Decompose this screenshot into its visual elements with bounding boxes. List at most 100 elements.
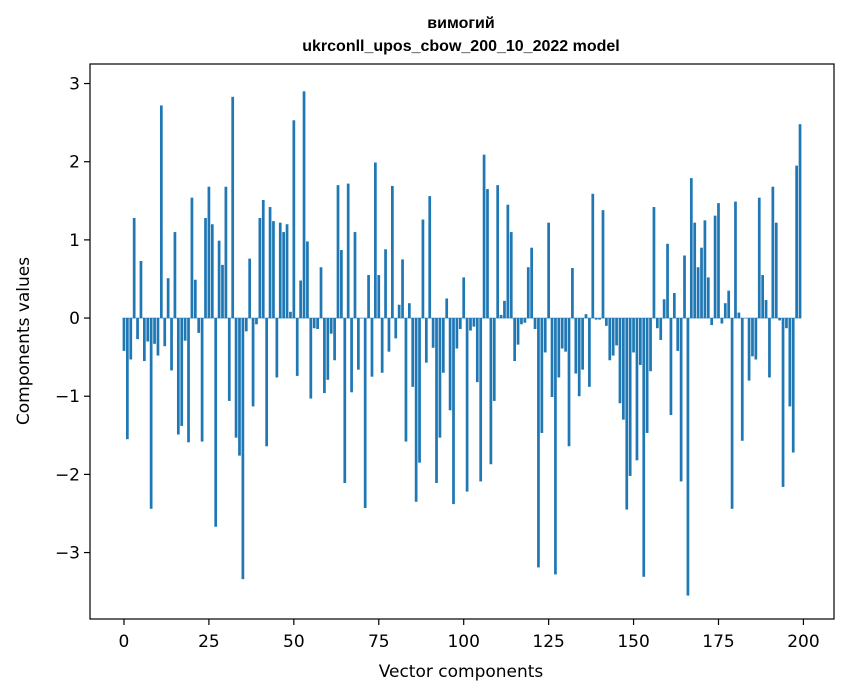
bar-193 <box>778 318 781 321</box>
bar-14 <box>170 318 173 371</box>
bar-59 <box>323 318 326 394</box>
bar-69 <box>357 318 360 370</box>
bar-147 <box>622 318 625 420</box>
bar-128 <box>557 318 561 378</box>
bar-79 <box>391 185 394 319</box>
bar-4 <box>136 318 139 340</box>
bar-195 <box>785 318 788 329</box>
bar-83 <box>404 318 408 442</box>
bar-168 <box>693 222 697 319</box>
bar-153 <box>642 318 646 577</box>
bar-174 <box>713 215 717 319</box>
bar-89 <box>424 318 428 363</box>
bar-101 <box>465 318 469 492</box>
bar-24 <box>204 217 207 319</box>
bar-176 <box>720 318 724 324</box>
bar-119 <box>526 267 530 319</box>
bar-53 <box>302 91 306 319</box>
bar-8 <box>149 318 153 509</box>
bar-52 <box>299 280 302 319</box>
bar-111 <box>499 314 503 319</box>
bar-154 <box>645 318 649 433</box>
bar-86 <box>414 318 418 502</box>
bar-140 <box>598 318 601 320</box>
bar-84 <box>407 303 411 319</box>
bar-150 <box>632 318 635 353</box>
bar-149 <box>628 318 632 476</box>
y-tick-label--2: −2 <box>55 465 80 485</box>
bar-72 <box>367 275 370 319</box>
bar-96 <box>448 318 452 411</box>
bar-60 <box>326 318 330 380</box>
bar-81 <box>397 304 401 319</box>
bar-44 <box>272 221 275 319</box>
bar-9 <box>153 318 156 344</box>
bar-61 <box>329 318 333 334</box>
x-tick-label-0: 0 <box>119 632 130 652</box>
bar-98 <box>455 318 459 349</box>
bar-175 <box>717 203 720 319</box>
y-axis-ticks: −3 −2 −1 0 1 2 3 <box>55 75 90 564</box>
bar-23 <box>200 318 204 442</box>
bar-63 <box>336 185 340 319</box>
bar-56 <box>312 318 316 329</box>
bar-136 <box>584 314 588 319</box>
bar-171 <box>703 220 707 319</box>
y-tick-label-0: 0 <box>69 309 80 329</box>
bar-120 <box>530 247 533 319</box>
bar-126 <box>550 318 554 397</box>
bar-76 <box>380 318 384 373</box>
bar-37 <box>248 258 252 319</box>
y-tick-label-1: 1 <box>69 231 80 251</box>
bar-30 <box>224 186 228 319</box>
bar-7 <box>146 318 150 342</box>
bar-100 <box>462 277 466 319</box>
y-tick-label--1: −1 <box>55 387 80 407</box>
bar-121 <box>533 318 537 329</box>
bar-64 <box>340 250 343 319</box>
bar-46 <box>278 222 282 319</box>
bar-93 <box>438 318 442 438</box>
bar-55 <box>309 318 313 399</box>
x-tick-label-175: 175 <box>702 632 734 652</box>
bar-116 <box>516 318 520 345</box>
bar-170 <box>700 247 703 319</box>
bar-18 <box>183 318 187 341</box>
y-axis-label: Components values <box>14 257 34 425</box>
bar-155 <box>649 318 652 372</box>
bar-26 <box>210 224 214 319</box>
bars-group <box>122 91 802 596</box>
bar-75 <box>377 275 381 319</box>
bar-182 <box>740 318 744 441</box>
bar-80 <box>394 318 398 339</box>
y-tick-label-3: 3 <box>69 75 80 95</box>
bar-191 <box>771 186 775 319</box>
bar-157 <box>655 318 659 329</box>
bar-73 <box>370 318 374 377</box>
bar-164 <box>679 318 683 482</box>
bar-118 <box>523 318 527 323</box>
bar-112 <box>503 300 506 319</box>
bar-87 <box>418 318 421 463</box>
chart-title-line2: ukrconll_upos_cbow_200_10_2022 model <box>302 38 619 55</box>
bar-58 <box>319 267 323 319</box>
bar-49 <box>289 311 292 319</box>
bar-16 <box>176 318 180 435</box>
bar-11 <box>159 105 163 319</box>
bar-62 <box>333 318 336 361</box>
bar-188 <box>761 275 765 319</box>
bar-99 <box>458 318 462 329</box>
x-tick-label-150: 150 <box>617 632 649 652</box>
bar-169 <box>696 267 700 319</box>
bar-123 <box>540 318 544 433</box>
bar-28 <box>217 240 221 319</box>
bar-161 <box>669 318 673 415</box>
bar-137 <box>588 318 591 387</box>
bar-117 <box>520 318 523 325</box>
bar-103 <box>472 318 476 327</box>
bar-132 <box>571 268 574 319</box>
bar-177 <box>723 303 727 319</box>
bar-152 <box>639 318 642 365</box>
x-tick-label-75: 75 <box>368 632 390 652</box>
